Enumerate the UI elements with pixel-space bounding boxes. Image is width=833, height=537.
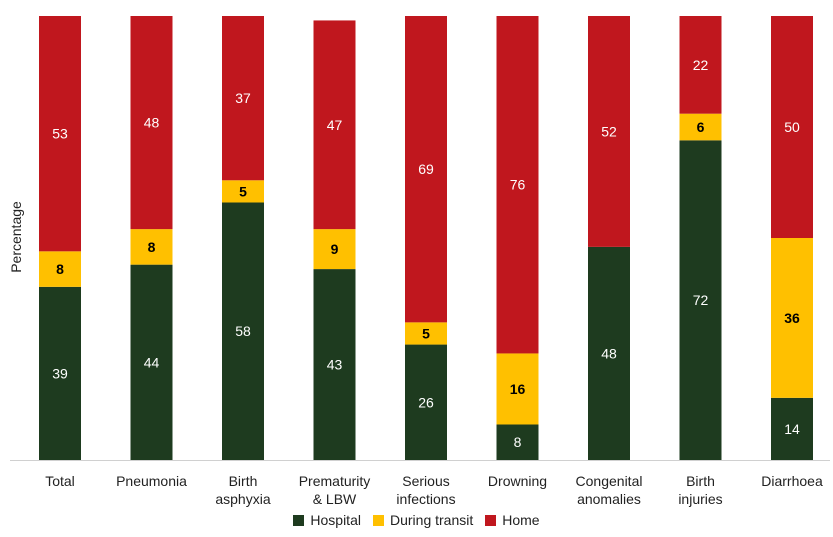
data-label-during-transit-4: 5 bbox=[422, 325, 430, 341]
data-label-hospital-1: 44 bbox=[144, 354, 160, 370]
bar-segment-home-5 bbox=[496, 16, 539, 354]
bar-segment-during-transit-2 bbox=[222, 180, 264, 203]
bar-segment-during-transit-7 bbox=[679, 113, 722, 141]
data-label-home-3: 47 bbox=[327, 117, 343, 133]
x-tick-label-1: Pneumonia bbox=[116, 473, 187, 489]
x-tick-label-0: Total bbox=[45, 473, 75, 489]
bar-segment-during-transit-4 bbox=[405, 322, 447, 345]
bar-segment-hospital-4 bbox=[405, 344, 447, 460]
x-tick-label-2: Birth asphyxia bbox=[215, 473, 270, 507]
data-label-during-transit-8: 36 bbox=[784, 310, 800, 326]
data-label-home-8: 50 bbox=[784, 119, 800, 135]
data-label-hospital-8: 14 bbox=[784, 421, 800, 437]
data-label-hospital-3: 43 bbox=[327, 357, 343, 373]
data-label-during-transit-1: 8 bbox=[148, 239, 156, 255]
data-label-hospital-4: 26 bbox=[418, 394, 434, 410]
legend-item-during-transit: During transit bbox=[372, 512, 474, 528]
x-tick-label-6: Congenital anomalies bbox=[576, 473, 643, 507]
data-label-home-2: 37 bbox=[235, 90, 251, 106]
legend-item-hospital: Hospital bbox=[293, 512, 361, 528]
bar-segment-hospital-7 bbox=[679, 140, 722, 460]
x-tick-label-7: Birth injuries bbox=[678, 473, 722, 507]
bar-segment-during-transit-0 bbox=[39, 251, 81, 287]
data-label-hospital-0: 39 bbox=[52, 365, 68, 381]
data-label-hospital-7: 72 bbox=[693, 292, 709, 308]
data-label-during-transit-3: 9 bbox=[331, 241, 339, 257]
bar-segment-hospital-6 bbox=[588, 246, 630, 460]
legend-label: Hospital bbox=[310, 512, 361, 528]
data-label-during-transit-2: 5 bbox=[239, 183, 247, 199]
bar-segment-hospital-1 bbox=[130, 264, 173, 460]
data-label-during-transit-5: 16 bbox=[510, 381, 526, 397]
legend-swatch bbox=[485, 515, 497, 526]
data-label-hospital-5: 8 bbox=[514, 434, 522, 450]
segment-labels-group: 39 8 53 44 8 48 58 5 37 43 9 47 26 5 69 8 16 76 48 52 72 6 22 1… bbox=[52, 57, 800, 450]
legend-label: During transit bbox=[389, 512, 474, 528]
bar-segment-hospital-8 bbox=[771, 397, 813, 460]
bar-segment-home-2 bbox=[222, 16, 264, 181]
data-label-home-0: 53 bbox=[52, 126, 68, 142]
x-tick-label-5: Drowning bbox=[488, 473, 547, 489]
x-tick-label-4: Serious infections bbox=[396, 473, 455, 507]
legend: Hospital During transit Home bbox=[0, 512, 833, 528]
bar-segment-hospital-2 bbox=[222, 202, 264, 461]
bar-segment-during-transit-3 bbox=[313, 229, 356, 270]
bar-segment-during-transit-5 bbox=[496, 353, 539, 425]
bar-segment-hospital-0 bbox=[39, 286, 81, 460]
data-label-home-5: 76 bbox=[510, 177, 526, 193]
legend-swatch bbox=[293, 515, 305, 526]
data-label-hospital-6: 48 bbox=[601, 345, 617, 361]
x-tick-label-8: Diarrhoea bbox=[761, 473, 823, 489]
bar-segment-home-7 bbox=[679, 16, 722, 114]
bar-segment-hospital-3 bbox=[313, 269, 356, 460]
data-label-home-4: 69 bbox=[418, 161, 434, 177]
bar-segment-hospital-5 bbox=[496, 424, 539, 460]
data-label-home-7: 22 bbox=[693, 57, 709, 73]
x-tick-label-3: Prematurity & LBW bbox=[299, 473, 371, 507]
data-label-home-6: 52 bbox=[601, 123, 617, 139]
data-label-during-transit-7: 6 bbox=[697, 119, 705, 135]
legend-label: Home bbox=[502, 512, 540, 528]
x-tick-labels-group: Total Pneumonia Birth asphyxia Prematurity & … bbox=[45, 473, 823, 507]
bar-segment-during-transit-8 bbox=[771, 238, 813, 398]
bar-segment-home-0 bbox=[39, 16, 81, 252]
data-label-hospital-2: 58 bbox=[235, 323, 251, 339]
bar-segment-during-transit-1 bbox=[130, 229, 173, 265]
bars-group bbox=[39, 16, 813, 461]
bar-segment-home-3 bbox=[313, 20, 356, 230]
data-label-home-1: 48 bbox=[144, 115, 160, 131]
bar-segment-home-8 bbox=[771, 16, 813, 238]
legend-item-home: Home bbox=[485, 512, 540, 528]
bar-segment-home-4 bbox=[405, 16, 447, 323]
legend-swatch bbox=[372, 515, 384, 526]
data-label-during-transit-0: 8 bbox=[56, 261, 64, 277]
bar-segment-home-6 bbox=[588, 16, 630, 247]
y-axis-label: Percentage bbox=[8, 201, 24, 273]
bar-segment-home-1 bbox=[130, 16, 173, 230]
